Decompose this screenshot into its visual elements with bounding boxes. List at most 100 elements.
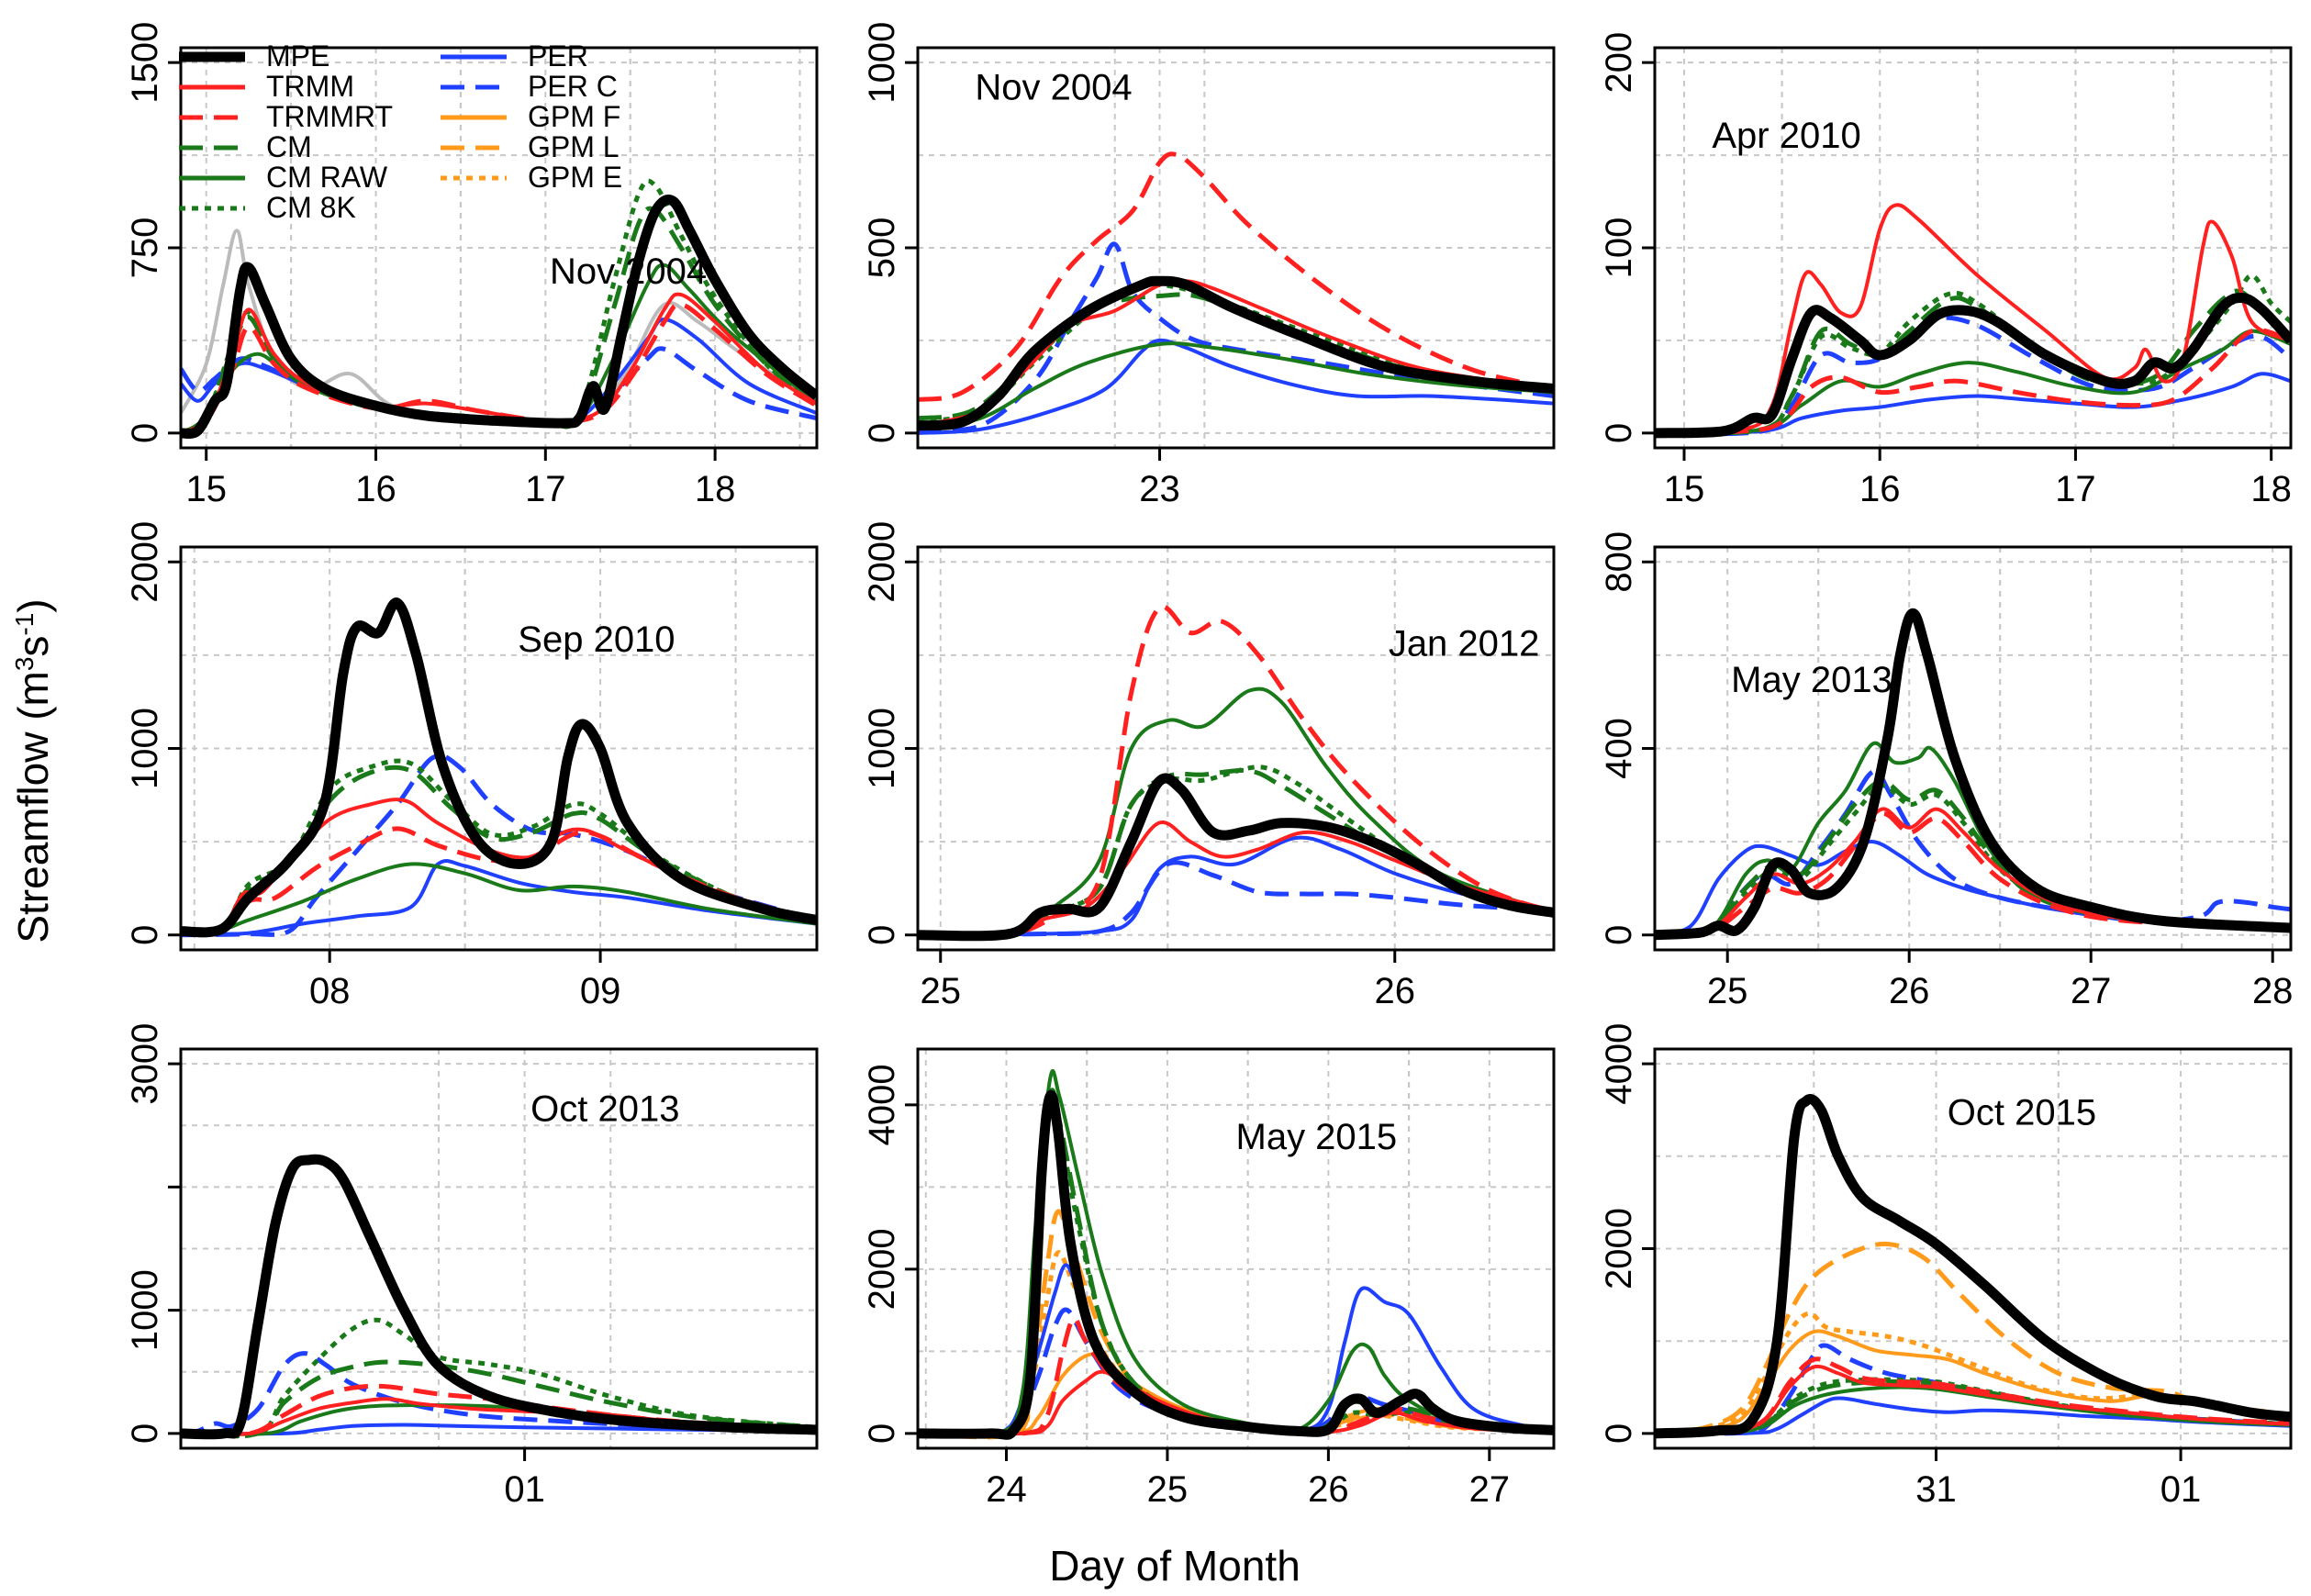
- y-tick-label: 4000: [862, 1064, 902, 1145]
- series-line-cm: [918, 767, 1554, 939]
- y-axis-title-main: Streamflow (m: [9, 671, 57, 943]
- x-tick-label: 16: [1859, 469, 1901, 509]
- legend-label: PER: [528, 39, 588, 73]
- series-group: [918, 151, 1554, 435]
- series-line-cm: [1655, 288, 2291, 436]
- series-line-cm: [181, 206, 817, 436]
- series-line-cm-raw: [918, 686, 1554, 939]
- series-line-cm-8k: [181, 758, 817, 936]
- series-line-trmm: [918, 1369, 1554, 1436]
- y-tick-label: 0: [1599, 925, 1639, 945]
- x-tick-label: 01: [504, 1469, 545, 1510]
- y-tick-label: 2000: [1599, 1208, 1639, 1289]
- series-line-per: [1655, 372, 2291, 435]
- grid: [1655, 1049, 2291, 1448]
- legend-label: GPM E: [528, 161, 622, 194]
- x-tick-label: 27: [1469, 1469, 1511, 1510]
- series-group: [181, 1154, 817, 1440]
- y-tick-label: 1000: [125, 1269, 165, 1351]
- series-line-gpm-l: [1655, 1241, 2291, 1436]
- series-line-gpm-e: [918, 1250, 1554, 1439]
- legend-item-per-c: PER C: [441, 70, 618, 103]
- x-tick-label: 17: [2055, 469, 2096, 509]
- series-line-cm-8k: [918, 765, 1554, 939]
- series-group: [181, 178, 817, 440]
- x-tick-label: 31: [1915, 1469, 1957, 1510]
- series-line-per-c: [181, 753, 817, 938]
- y-tick-label: 1500: [125, 22, 165, 104]
- y-tick-label: 0: [1599, 1423, 1639, 1444]
- x-tick-label: 28: [2252, 971, 2294, 1011]
- y-tick-label: 400: [1599, 718, 1639, 779]
- y-tick-label: 200: [1599, 32, 1639, 94]
- panel-7: 01 0 1000 3000 Oct 2013: [125, 1023, 819, 1510]
- legend-item-gpm-l: GPM L: [441, 130, 620, 163]
- legend-label: CM: [266, 130, 312, 163]
- series-line-mpe: [918, 773, 1554, 942]
- panel-title: Apr 2010: [1712, 116, 1860, 156]
- legend-item-cm-8k: CM 8K: [179, 191, 356, 224]
- series-line-mpe: [181, 1154, 817, 1440]
- series-line-per: [918, 835, 1554, 937]
- series-line-trmm: [181, 292, 817, 435]
- legend-label: GPM F: [528, 100, 620, 133]
- series-line-cm-raw: [918, 341, 1554, 431]
- panel-6: 25 26 27 28 0 400 800 May 2013: [1599, 531, 2293, 1011]
- y-tick-label: 2000: [125, 521, 165, 603]
- series-line-cm: [181, 765, 817, 936]
- series-line-trmmrt: [1655, 328, 2291, 436]
- legend-label: CM 8K: [266, 191, 356, 224]
- y-tick-label: 2000: [862, 521, 902, 603]
- series-line-per-c: [1655, 769, 2291, 938]
- y-tick-label: 0: [862, 1423, 902, 1444]
- panel-3: 15 16 17 18 0 100 200 Apr 2010: [1599, 32, 2293, 509]
- grid: [1655, 48, 2291, 448]
- y-tick-label: 1000: [862, 22, 902, 104]
- series-line-mpe: [181, 597, 817, 938]
- panel-title: Sep 2010: [518, 619, 675, 660]
- legend-item-gpm-e: GPM E: [441, 161, 622, 194]
- x-tick-label: 18: [695, 469, 736, 509]
- y-tick-label: 100: [1599, 218, 1639, 279]
- y-axis-title-sup: 3: [10, 657, 39, 672]
- y-tick-label: 800: [1599, 531, 1639, 593]
- legend-label: MPE: [266, 39, 329, 73]
- panel-title: Oct 2015: [1948, 1093, 2096, 1133]
- grid: [918, 48, 1554, 448]
- series-line-cm-raw: [1655, 741, 2291, 939]
- series-group: [1655, 203, 2291, 439]
- y-tick-label: 0: [125, 423, 165, 443]
- x-tick-label: 18: [2250, 469, 2292, 509]
- plot-frame: [179, 1047, 819, 1450]
- legend-label: CM RAW: [266, 161, 388, 194]
- x-tick-label: 25: [1147, 1469, 1189, 1510]
- y-tick-label: 3000: [125, 1023, 165, 1105]
- series-line-cm-8k: [181, 1317, 817, 1439]
- x-tick-label: 08: [309, 971, 351, 1011]
- series-line-cm-raw: [181, 862, 817, 933]
- panel-9: 31 01 0 2000 4000 Oct 2015: [1599, 1023, 2293, 1510]
- series-line-mpe: [918, 275, 1554, 431]
- y-tick-label: 0: [1599, 423, 1639, 443]
- legend-item-trmmrt: TRMMRT: [179, 100, 393, 133]
- y-tick-label: 1000: [125, 708, 165, 789]
- panel-title: Nov 2004: [550, 251, 707, 292]
- legend-item-per: PER: [441, 39, 588, 73]
- panel-8: 24 25 26 27 0 2000 4000 May 2015: [862, 1047, 1556, 1510]
- series-line-trmm: [1655, 203, 2291, 435]
- series-group: [1655, 1094, 2291, 1439]
- x-tick-label: 26: [1889, 971, 1930, 1011]
- panel-2: 23 0 500 1000 Nov 2004: [862, 22, 1556, 509]
- legend-item-cm: CM: [179, 130, 312, 163]
- panel-title: May 2015: [1236, 1117, 1398, 1157]
- panel-title: Oct 2013: [530, 1088, 679, 1129]
- legend-item-gpm-f: GPM F: [441, 100, 620, 133]
- series-line-mpe: [1655, 292, 2291, 439]
- series-line-per: [181, 859, 817, 937]
- y-tick-label: 0: [862, 423, 902, 443]
- legend-label: TRMMRT: [266, 100, 393, 133]
- series-line-trmm: [918, 820, 1554, 938]
- series-line-mpe: [1655, 1094, 2291, 1439]
- grid: [181, 48, 817, 448]
